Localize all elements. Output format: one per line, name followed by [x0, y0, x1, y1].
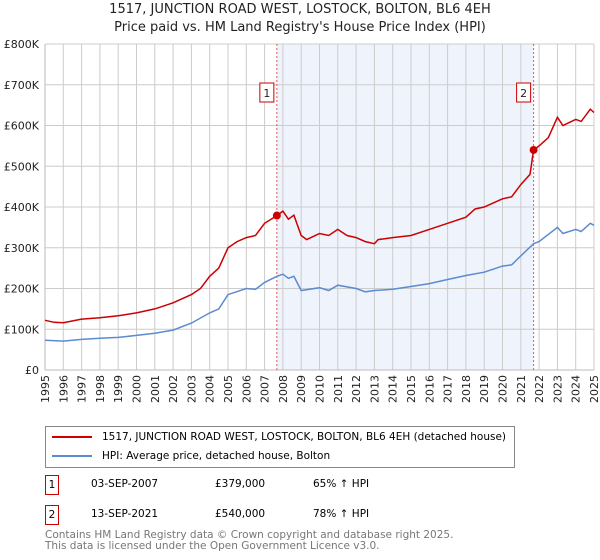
chart-subtitle: Price paid vs. HM Land Registry's House …: [114, 20, 486, 35]
sale-badge: 2: [45, 505, 59, 525]
x-tick-label: 1998: [94, 375, 107, 403]
y-tick-label: £0: [25, 364, 39, 377]
chart-title: 1517, JUNCTION ROAD WEST, LOSTOCK, BOLTO…: [109, 2, 491, 17]
x-tick-label: 2019: [478, 375, 491, 403]
x-tick-label: 1996: [57, 375, 70, 403]
x-tick-label: 2012: [350, 375, 363, 403]
hpi-series-line: [44, 222, 595, 342]
x-tick-label: 2015: [405, 375, 418, 403]
x-tick-label: 2021: [515, 375, 528, 403]
footer-line-2: This data is licensed under the Open Gov…: [45, 540, 380, 552]
x-tick-label: 2010: [314, 375, 327, 403]
x-tick-label: 2009: [295, 375, 308, 403]
legend-item-hpi: HPI: Average price, detached house, Bolt…: [52, 450, 330, 462]
x-tick-label: 2008: [277, 375, 290, 403]
sale-badge: 1: [45, 475, 59, 495]
x-tick-label: 2022: [533, 375, 546, 403]
x-tick-label: 2001: [149, 375, 162, 403]
x-tick-label: 2018: [460, 375, 473, 403]
x-tick-label: 2003: [185, 375, 198, 403]
x-tick-label: 1997: [76, 375, 89, 403]
legend-swatch-hpi: [52, 455, 92, 457]
y-tick-label: £700K: [4, 79, 40, 92]
x-tick-label: 1999: [112, 375, 125, 403]
legend-swatch-property: [52, 436, 92, 438]
x-tick-label: 2011: [332, 375, 345, 403]
legend-label-property: 1517, JUNCTION ROAD WEST, LOSTOCK, BOLTO…: [102, 431, 506, 443]
x-tick-label: 2000: [131, 375, 144, 403]
property-series-line: [44, 108, 595, 324]
x-tick-label: 2013: [368, 375, 381, 403]
x-tick-label: 2004: [204, 375, 217, 403]
sale-point: [529, 145, 538, 154]
y-tick-label: £400K: [4, 201, 40, 214]
y-tick-label: £200K: [4, 283, 40, 296]
y-tick-label: £500K: [4, 160, 40, 173]
x-tick-label: 2017: [442, 375, 455, 403]
sale-marker-box: [259, 82, 275, 103]
sale-point: [272, 211, 281, 220]
x-tick-label: 2005: [222, 375, 235, 403]
y-tick-label: £300K: [4, 242, 40, 255]
x-tick-label: 2014: [387, 375, 400, 403]
legend-label-hpi: HPI: Average price, detached house, Bolt…: [102, 450, 331, 462]
x-tick-label: 2002: [167, 375, 180, 403]
x-tick-label: 1995: [39, 375, 52, 403]
x-tick-label: 2007: [259, 375, 272, 403]
footer: Contains HM Land Registry data © Crown c…: [45, 530, 453, 552]
x-tick-label: 2023: [551, 375, 564, 403]
x-tick-label: 2024: [570, 375, 583, 403]
sale-date: 13-SEP-2021: [91, 508, 159, 520]
sale-marker-label: 1: [263, 87, 270, 100]
legend: 1517, JUNCTION ROAD WEST, LOSTOCK, BOLTO…: [45, 426, 515, 468]
x-tick-label: 2025: [588, 375, 600, 403]
sale-date: 03-SEP-2007: [91, 478, 159, 490]
sale-hpi: 78% ↑ HPI: [313, 508, 370, 520]
legend-item-property: 1517, JUNCTION ROAD WEST, LOSTOCK, BOLTO…: [52, 431, 506, 443]
x-tick-label: 2006: [240, 375, 253, 403]
chart: 1995 1996 1997 1998 1999 2000 2001 2002 2003 2004…: [4, 38, 600, 403]
sale-hpi: 65% ↑ HPI: [313, 478, 370, 490]
x-tick-label: 2016: [423, 375, 436, 403]
y-tick-label: £100K: [4, 323, 40, 336]
y-tick-label: £600K: [4, 120, 40, 133]
footer-line-1: Contains HM Land Registry data © Crown c…: [45, 529, 454, 541]
sale-price: £379,000: [215, 478, 266, 490]
x-tick-label: 2020: [497, 375, 510, 403]
sale-marker-box: [516, 82, 532, 103]
sale-price: £540,000: [215, 508, 266, 520]
sale-marker-label: 2: [520, 87, 527, 100]
y-tick-label: £800K: [4, 38, 40, 51]
